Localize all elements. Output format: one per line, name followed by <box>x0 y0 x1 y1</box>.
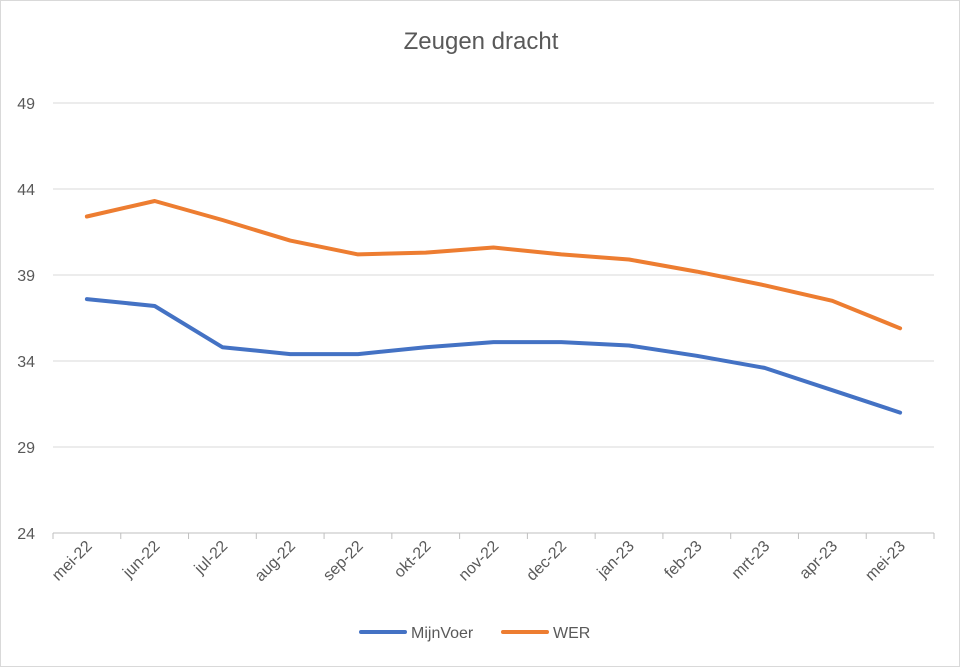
y-tick-label: 29 <box>17 440 35 457</box>
x-tick-label: jan-23 <box>594 538 638 582</box>
x-tick-label: apr-23 <box>796 538 841 583</box>
x-tick-label: dec-22 <box>523 538 570 585</box>
x-tick-label: jun-22 <box>119 538 163 582</box>
x-tick-label: aug-22 <box>252 538 299 585</box>
gridlines <box>52 102 935 539</box>
x-tick-label: nov-22 <box>456 538 503 585</box>
series-line-wer <box>84 199 903 331</box>
chart-title: Zeugen dracht <box>404 28 559 55</box>
y-tick-label: 34 <box>17 354 35 371</box>
x-tick-label: feb-23 <box>662 538 706 582</box>
series-line-mijnvoer <box>84 297 903 415</box>
x-tick-label: sep-22 <box>320 538 367 585</box>
y-tick-label: 49 <box>17 96 35 113</box>
y-tick-label: 39 <box>17 268 35 285</box>
y-axis-ticks: 24 29 34 39 44 49 <box>17 96 35 543</box>
x-tick-label: jul-22 <box>191 538 231 578</box>
legend-label-mijnvoer: MijnVoer <box>411 625 474 642</box>
y-tick-label: 24 <box>17 526 35 543</box>
x-tick-label: mrt-23 <box>729 538 774 583</box>
y-tick-label: 44 <box>17 182 35 199</box>
series-lines <box>84 199 903 415</box>
legend-label-wer: WER <box>553 625 590 642</box>
x-axis-ticks: mei-22 jun-22 jul-22 aug-22 sep-22 okt-22 nov-… <box>49 538 909 585</box>
x-tick-label: mei-23 <box>862 538 909 585</box>
x-tick-label: okt-22 <box>391 538 435 582</box>
legend: MijnVoer WER <box>359 625 590 642</box>
x-tick-label: mei-22 <box>49 538 96 585</box>
